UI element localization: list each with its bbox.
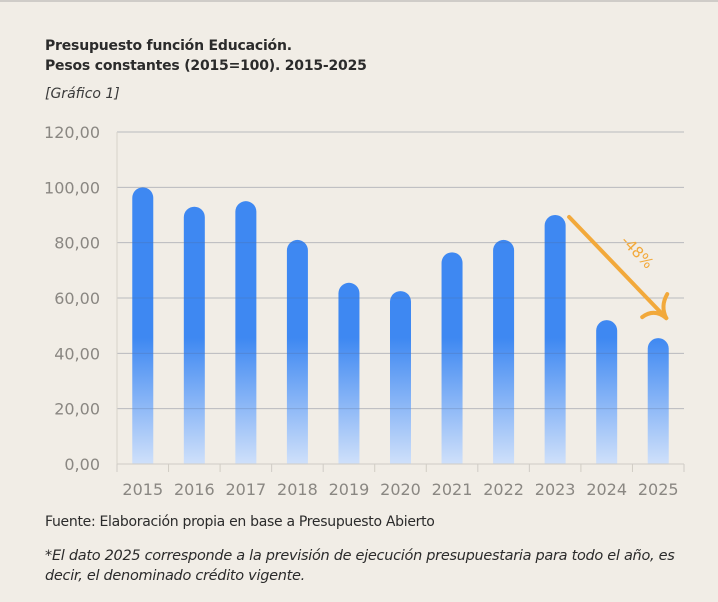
bar-2016 [183,206,205,464]
bar-2021 [441,252,463,464]
annotation: -48% [567,215,670,321]
chart-title: Presupuesto función Educación. Pesos con… [45,36,367,76]
arrow-head-right [661,292,670,321]
bar-2020 [390,291,411,464]
bar-2023 [544,215,566,464]
bar-2018 [286,239,308,464]
annotation-label: -48% [617,232,657,272]
chart-title-line-2: Pesos constantes (2015=100). 2015-2025 [45,58,367,74]
bar-2022 [493,239,515,464]
x-tick-label: 2015 [122,480,163,499]
x-tick-label: 2023 [535,480,576,499]
x-tick-label: 2017 [226,480,267,499]
x-tick-label: 2021 [432,480,473,499]
y-tick-label: 0,00 [64,455,100,474]
bar-2025 [647,338,669,464]
x-tick-label: 2025 [638,480,679,499]
bar-2015 [132,187,154,465]
y-tick-label: 120,00 [44,123,100,142]
source-note: Fuente: Elaboración propia en base a Pre… [45,514,435,530]
axes: 0,00 20,00 40,00 60,00 80,00 100,00 120,00 2015… [44,123,685,499]
y-tick-label: 100,00 [44,178,100,197]
x-tick-label: 2020 [380,480,421,499]
y-tick-label: 20,00 [54,400,100,419]
x-tick-label: 2018 [277,480,318,499]
x-tick-label: 2016 [174,480,215,499]
grid-overlay [117,131,684,410]
bar-2017 [235,201,257,464]
y-tick-label: 80,00 [54,234,100,253]
arrow-shaft [567,215,669,321]
bar-2019 [338,282,360,464]
x-tick-label: 2019 [329,480,370,499]
footnote: *El dato 2025 corresponde a la previsión… [45,548,675,584]
chart-subtitle: [Gráfico 1] [45,86,120,102]
x-tick-label: 2024 [586,480,627,499]
y-tick-label: 40,00 [54,344,100,363]
chart-title-line-1: Presupuesto función Educación. [45,38,292,54]
bar-2024 [596,320,618,464]
x-tick-label: 2022 [483,480,524,499]
bars [132,187,669,465]
y-tick-label: 60,00 [54,289,100,308]
